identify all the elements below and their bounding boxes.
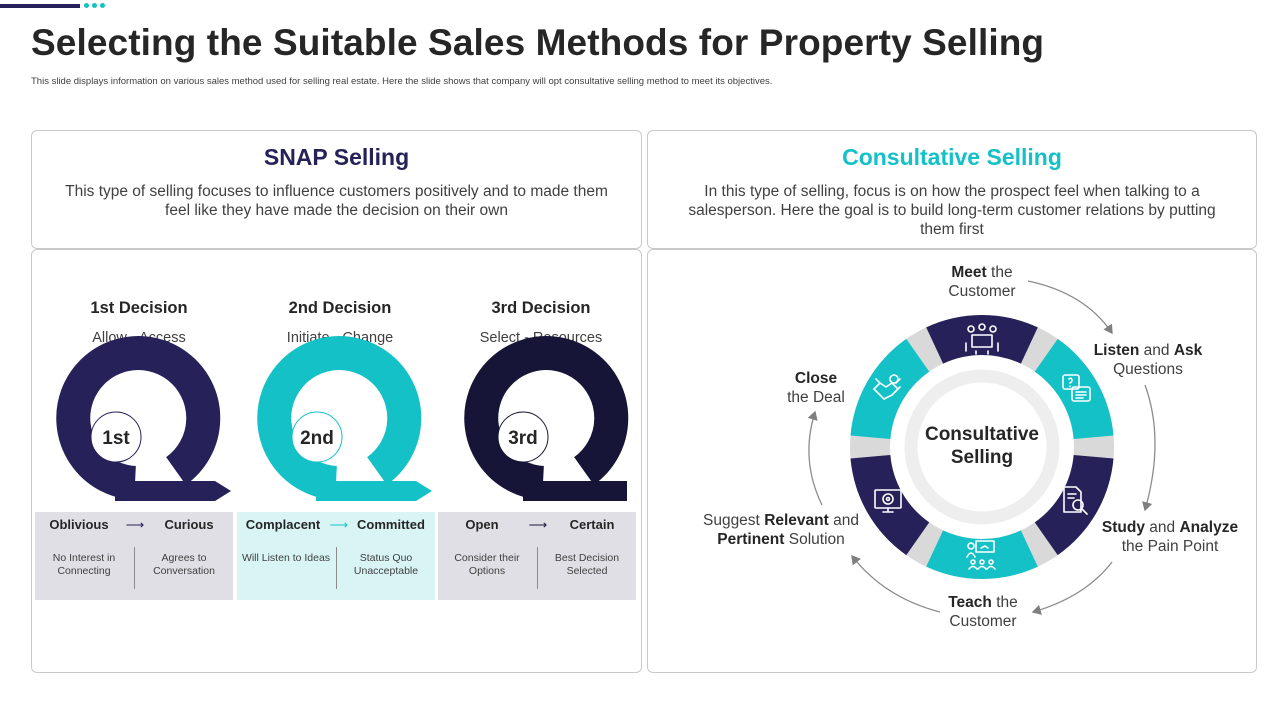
ring-segment-suggest — [850, 455, 930, 556]
cycle-arrow — [1027, 280, 1113, 335]
step-4-bold: Teach — [948, 594, 992, 611]
consultative-header-box: Consultative Selling In this type of sel… — [647, 130, 1257, 249]
step-3-mid: and — [1149, 519, 1176, 536]
decision-1-ribbon: 1st — [56, 336, 231, 501]
decision-3-badge: 3rd — [508, 428, 538, 449]
step-2-line2: Questions — [1113, 361, 1183, 378]
step-2-mid: and — [1143, 342, 1170, 359]
handshake-icon — [873, 374, 901, 400]
teach-icon — [966, 540, 996, 570]
accent-bar — [0, 4, 80, 8]
decision-2-to-note: Status Quo Unacceptable — [353, 552, 419, 577]
step-5-bold2: Pertinent — [717, 531, 785, 548]
step-meet-customer: Meet the Customer — [922, 263, 1042, 301]
snap-description: This type of selling focuses to influenc… — [65, 183, 608, 219]
arrow-right-icon: ⟶ — [125, 517, 145, 532]
decision-3-to: Certain — [569, 517, 615, 532]
cycle-arrow — [1031, 561, 1113, 615]
center-line-1: Consultative — [924, 424, 1040, 445]
step-teach-customer: Teach the Customer — [923, 593, 1043, 631]
decision-1-to-note: Agrees to Conversation — [153, 552, 215, 577]
center-line-2: Selling — [950, 447, 1014, 468]
step-close-deal: Close the Deal — [766, 369, 866, 407]
step-5-rest: and — [833, 512, 859, 529]
decision-3-to-note: Best Decision Selected — [554, 552, 620, 577]
decision-2-card: Complacent ⟶ Committed Will Listen to Id… — [237, 512, 435, 600]
decision-3-card: Open ⟶ Certain Consider their Options Be… — [438, 512, 636, 600]
consultative-description: In this type of selling, focus is on how… — [688, 183, 1216, 238]
decision-2-badge: 2nd — [300, 428, 334, 449]
ring-segment-teach — [926, 530, 1038, 579]
decision-3-title: 3rd Decision — [491, 299, 591, 317]
card-divider — [336, 547, 337, 589]
decision-1-title: 1st Decision — [90, 299, 188, 317]
step-2-bold: Listen — [1093, 342, 1140, 359]
decision-1-from-note: No Interest in Connecting — [52, 552, 116, 577]
ring-segment-meet — [926, 315, 1038, 364]
step-5-rest2: Solution — [788, 531, 845, 548]
step-6-line2: the Deal — [787, 389, 845, 406]
snap-header-box: SNAP Selling This type of selling focuse… — [31, 130, 642, 249]
meeting-icon — [965, 323, 999, 355]
step-3-bold2: Analyze — [1179, 519, 1239, 536]
step-4-line2: Customer — [949, 613, 1017, 630]
step-suggest-solution: Suggest Relevant and Pertinent Solution — [691, 511, 871, 549]
decision-2-ribbon: 2nd — [257, 336, 432, 501]
snap-title: SNAP Selling — [263, 144, 410, 170]
accent-dots — [84, 3, 105, 8]
step-4-rest: the — [996, 594, 1018, 611]
cycle-arrow — [807, 410, 823, 506]
decision-2-to: Committed — [357, 517, 425, 532]
step-3-line2: the Pain Point — [1121, 538, 1219, 555]
page-title: Selecting the Suitable Sales Methods for… — [31, 22, 1045, 63]
step-study-analyze: Study and Analyze the Pain Point — [1095, 518, 1245, 556]
step-6-bold: Close — [794, 370, 838, 387]
analyze-icon — [1063, 486, 1088, 515]
step-3-bold: Study — [1101, 519, 1145, 536]
decision-1-card: Oblivious ⟶ Curious No Interest in Conne… — [35, 512, 233, 600]
card-divider — [537, 547, 538, 589]
questions-icon — [1062, 374, 1091, 402]
step-1-rest: the — [991, 264, 1013, 281]
step-listen-ask: Listen and Ask Questions — [1078, 341, 1218, 379]
page-subtitle: This slide displays information on vario… — [31, 76, 773, 87]
decision-3-ribbon: 3rd — [464, 336, 629, 501]
ring-segment-study — [1034, 455, 1114, 556]
step-5-bold: Relevant — [764, 512, 829, 529]
consultative-title: Consultative Selling — [842, 144, 1062, 170]
cycle-arrow — [1142, 384, 1156, 512]
ring-segment-close — [850, 338, 930, 439]
decision-1-from: Oblivious — [49, 517, 109, 532]
step-5-pre: Suggest — [702, 512, 760, 529]
step-2-bold2: Ask — [1173, 342, 1203, 359]
cycle-arrow — [851, 554, 941, 613]
decision-3-from-note: Consider their Options — [454, 552, 520, 577]
arrow-right-icon: ⟶ — [528, 517, 548, 532]
decision-3-from: Open — [465, 517, 499, 532]
decision-1-to: Curious — [164, 517, 214, 532]
solution-icon — [874, 489, 902, 513]
decision-2-title: 2nd Decision — [288, 299, 392, 317]
decision-1-badge: 1st — [102, 428, 130, 449]
decision-2-from-note: Will Listen to Ideas — [241, 552, 331, 564]
card-divider — [134, 547, 135, 589]
step-1-bold: Meet — [951, 264, 987, 281]
cycle-center-label: Consultative Selling — [882, 423, 1082, 469]
arrow-right-icon: ⟶ — [329, 517, 349, 532]
snap-body-box — [31, 249, 642, 673]
step-1-line2: Customer — [948, 283, 1016, 300]
decision-2-from: Complacent — [245, 517, 321, 532]
